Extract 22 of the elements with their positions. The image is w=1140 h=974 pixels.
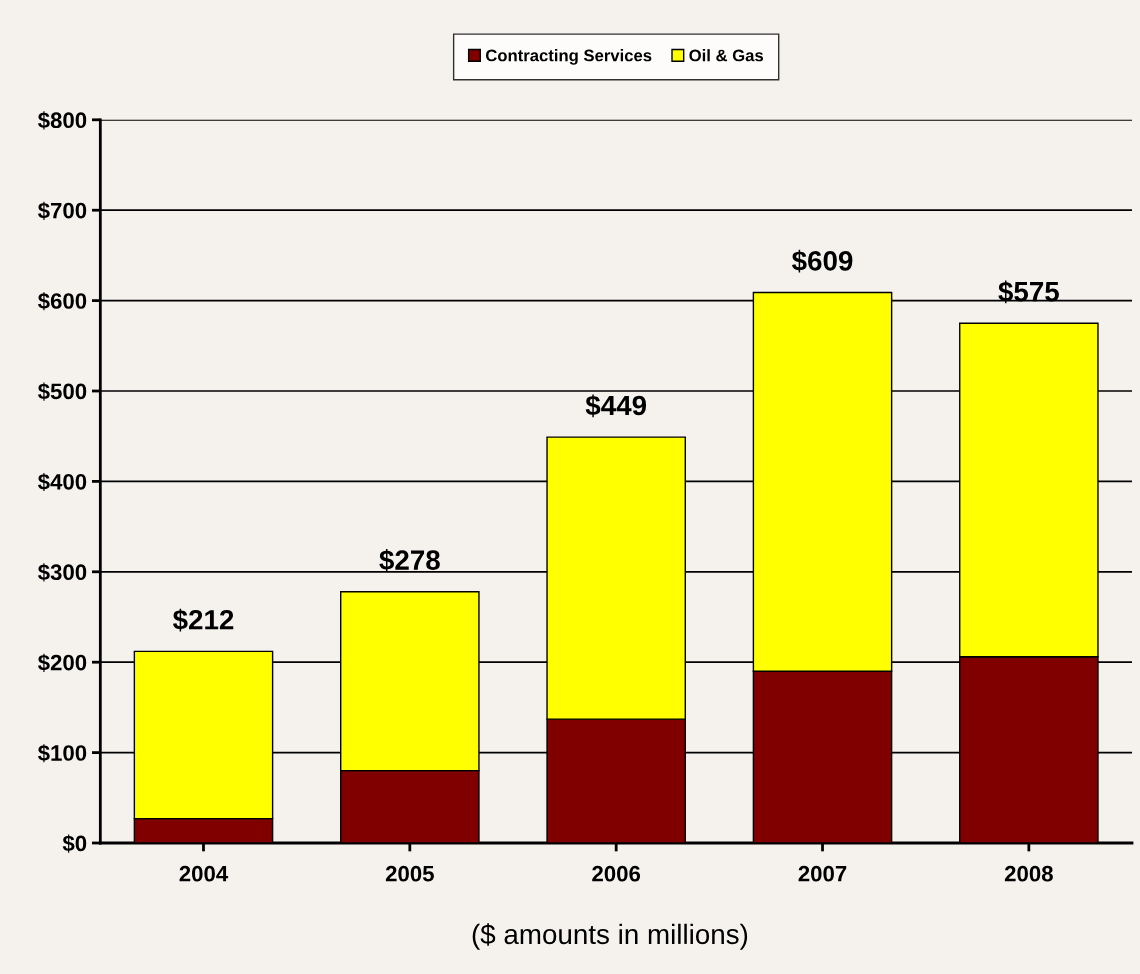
y-tick-label: $300 xyxy=(37,563,87,582)
y-tick-label: $200 xyxy=(37,653,87,672)
y-tick-label: $700 xyxy=(37,201,87,220)
x-tick-label: 2005 xyxy=(385,865,434,882)
legend-label: Oil & Gas xyxy=(689,49,764,62)
total-label: $609 xyxy=(791,249,853,273)
y-tick-label: $500 xyxy=(37,382,87,401)
x-tick-label: 2008 xyxy=(1004,865,1053,882)
text: ($ amounts in millions) xyxy=(472,923,748,950)
y-tick-label: $800 xyxy=(37,111,87,130)
total-label: $212 xyxy=(172,608,234,632)
total-label: $449 xyxy=(585,394,647,418)
y-tick-label: $0 xyxy=(62,834,87,853)
y-tick-label: $600 xyxy=(37,292,87,311)
total-label: $575 xyxy=(998,280,1059,304)
legend-label: Contracting Services xyxy=(485,49,652,65)
x-tick-label: 2004 xyxy=(179,865,229,882)
x-tick-label: 2006 xyxy=(592,865,641,882)
total-label: $278 xyxy=(379,549,440,572)
x-tick-label: 2007 xyxy=(798,865,847,882)
y-tick-label: $400 xyxy=(37,472,87,492)
y-tick-label: $100 xyxy=(37,744,87,763)
